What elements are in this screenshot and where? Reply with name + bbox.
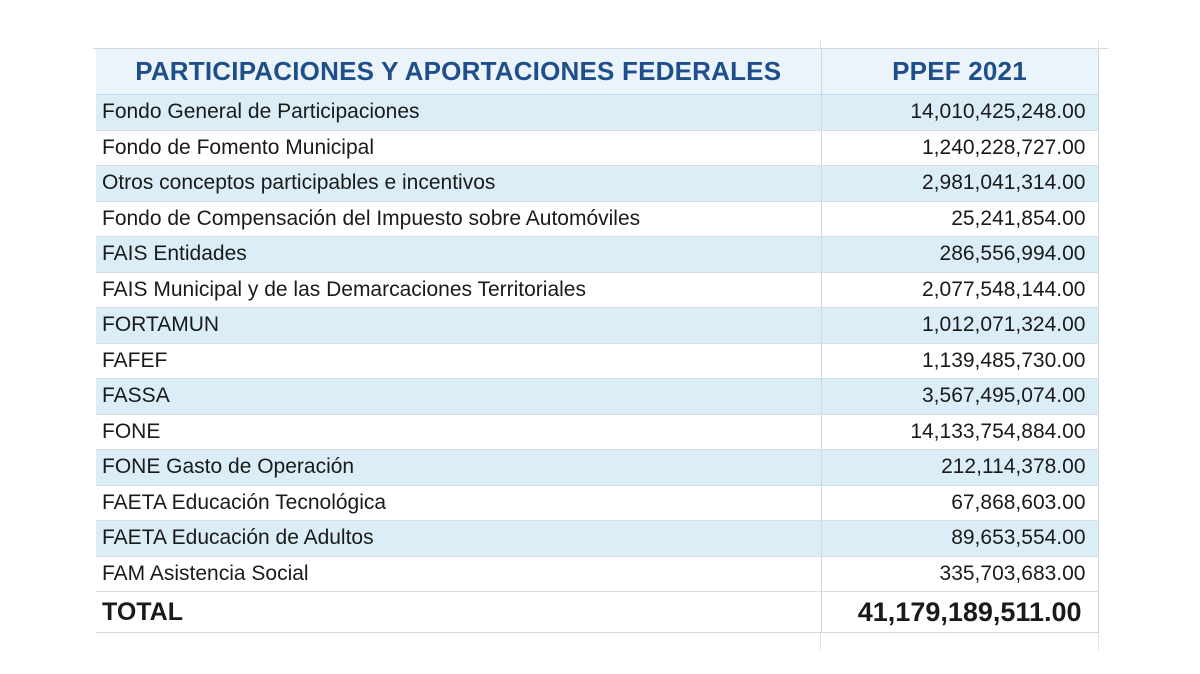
table-row: FAIS Municipal y de las Demarcaciones Te… [96, 272, 1099, 308]
concept-cell[interactable]: Fondo General de Participaciones [96, 94, 822, 131]
amount-cell[interactable]: 2,077,548,144.00 [821, 272, 1099, 308]
table-row: FASSA 3,567,495,074.00 [96, 378, 1099, 415]
concept-cell[interactable]: FAFEF [96, 343, 822, 379]
amount-cell[interactable]: 14,010,425,248.00 [821, 94, 1099, 131]
table-row: Fondo de Fomento Municipal 1,240,228,727… [96, 130, 1099, 166]
table-row: FAETA Educación de Adultos 89,653,554.00 [96, 520, 1099, 557]
amount-cell[interactable]: 1,240,228,727.00 [821, 130, 1099, 166]
amount-cell[interactable]: 89,653,554.00 [821, 520, 1099, 557]
header-concept[interactable]: PARTICIPACIONES Y APORTACIONES FEDERALES [96, 49, 822, 95]
concept-cell[interactable]: FONE [96, 414, 822, 450]
concept-cell[interactable]: FAETA Educación Tecnológica [96, 485, 822, 521]
amount-cell[interactable]: 1,139,485,730.00 [821, 343, 1099, 379]
concept-cell[interactable]: Fondo de Compensación del Impuesto sobre… [96, 201, 822, 237]
amount-cell[interactable]: 25,241,854.00 [821, 201, 1099, 237]
concept-cell[interactable]: Fondo de Fomento Municipal [96, 130, 822, 166]
header-row: PARTICIPACIONES Y APORTACIONES FEDERALES… [96, 49, 1099, 95]
top-gridline [93, 40, 1108, 49]
table-row: FONE 14,133,754,884.00 [96, 414, 1099, 450]
table-row: Fondo General de Participaciones 14,010,… [96, 94, 1099, 131]
table-body: Fondo General de Participaciones 14,010,… [96, 94, 1099, 633]
total-label[interactable]: TOTAL [96, 591, 822, 633]
concept-cell[interactable]: FAIS Municipal y de las Demarcaciones Te… [96, 272, 822, 308]
spreadsheet-view: PARTICIPACIONES Y APORTACIONES FEDERALES… [93, 40, 1108, 650]
table-row: FORTAMUN 1,012,071,324.00 [96, 307, 1099, 344]
concept-cell[interactable]: FASSA [96, 378, 822, 415]
concept-cell[interactable]: Otros conceptos participables e incentiv… [96, 165, 822, 202]
table-row: FAETA Educación Tecnológica 67,868,603.0… [96, 485, 1099, 521]
amount-cell[interactable]: 3,567,495,074.00 [821, 378, 1099, 415]
total-amount[interactable]: 41,179,189,511.00 [821, 591, 1099, 633]
amount-cell[interactable]: 67,868,603.00 [821, 485, 1099, 521]
table-row: FAFEF 1,139,485,730.00 [96, 343, 1099, 379]
concept-cell[interactable]: FORTAMUN [96, 307, 822, 344]
budget-table: PARTICIPACIONES Y APORTACIONES FEDERALES… [96, 49, 1099, 633]
amount-cell[interactable]: 14,133,754,884.00 [821, 414, 1099, 450]
table-row: Fondo de Compensación del Impuesto sobre… [96, 201, 1099, 237]
table-row: FAIS Entidades 286,556,994.00 [96, 236, 1099, 273]
concept-cell[interactable]: FONE Gasto de Operación [96, 449, 822, 486]
concept-cell[interactable]: FAETA Educación de Adultos [96, 520, 822, 557]
amount-cell[interactable]: 2,981,041,314.00 [821, 165, 1099, 202]
header-amount[interactable]: PPEF 2021 [821, 49, 1099, 95]
table-row: Otros conceptos participables e incentiv… [96, 165, 1099, 202]
amount-cell[interactable]: 212,114,378.00 [821, 449, 1099, 486]
concept-cell[interactable]: FAM Asistencia Social [96, 556, 822, 592]
amount-cell[interactable]: 286,556,994.00 [821, 236, 1099, 273]
amount-cell[interactable]: 335,703,683.00 [821, 556, 1099, 592]
total-row: TOTAL 41,179,189,511.00 [96, 591, 1099, 633]
table-row: FAM Asistencia Social 335,703,683.00 [96, 556, 1099, 592]
table-row: FONE Gasto de Operación 212,114,378.00 [96, 449, 1099, 486]
amount-cell[interactable]: 1,012,071,324.00 [821, 307, 1099, 344]
column-gridline [1098, 40, 1099, 650]
concept-cell[interactable]: FAIS Entidades [96, 236, 822, 273]
